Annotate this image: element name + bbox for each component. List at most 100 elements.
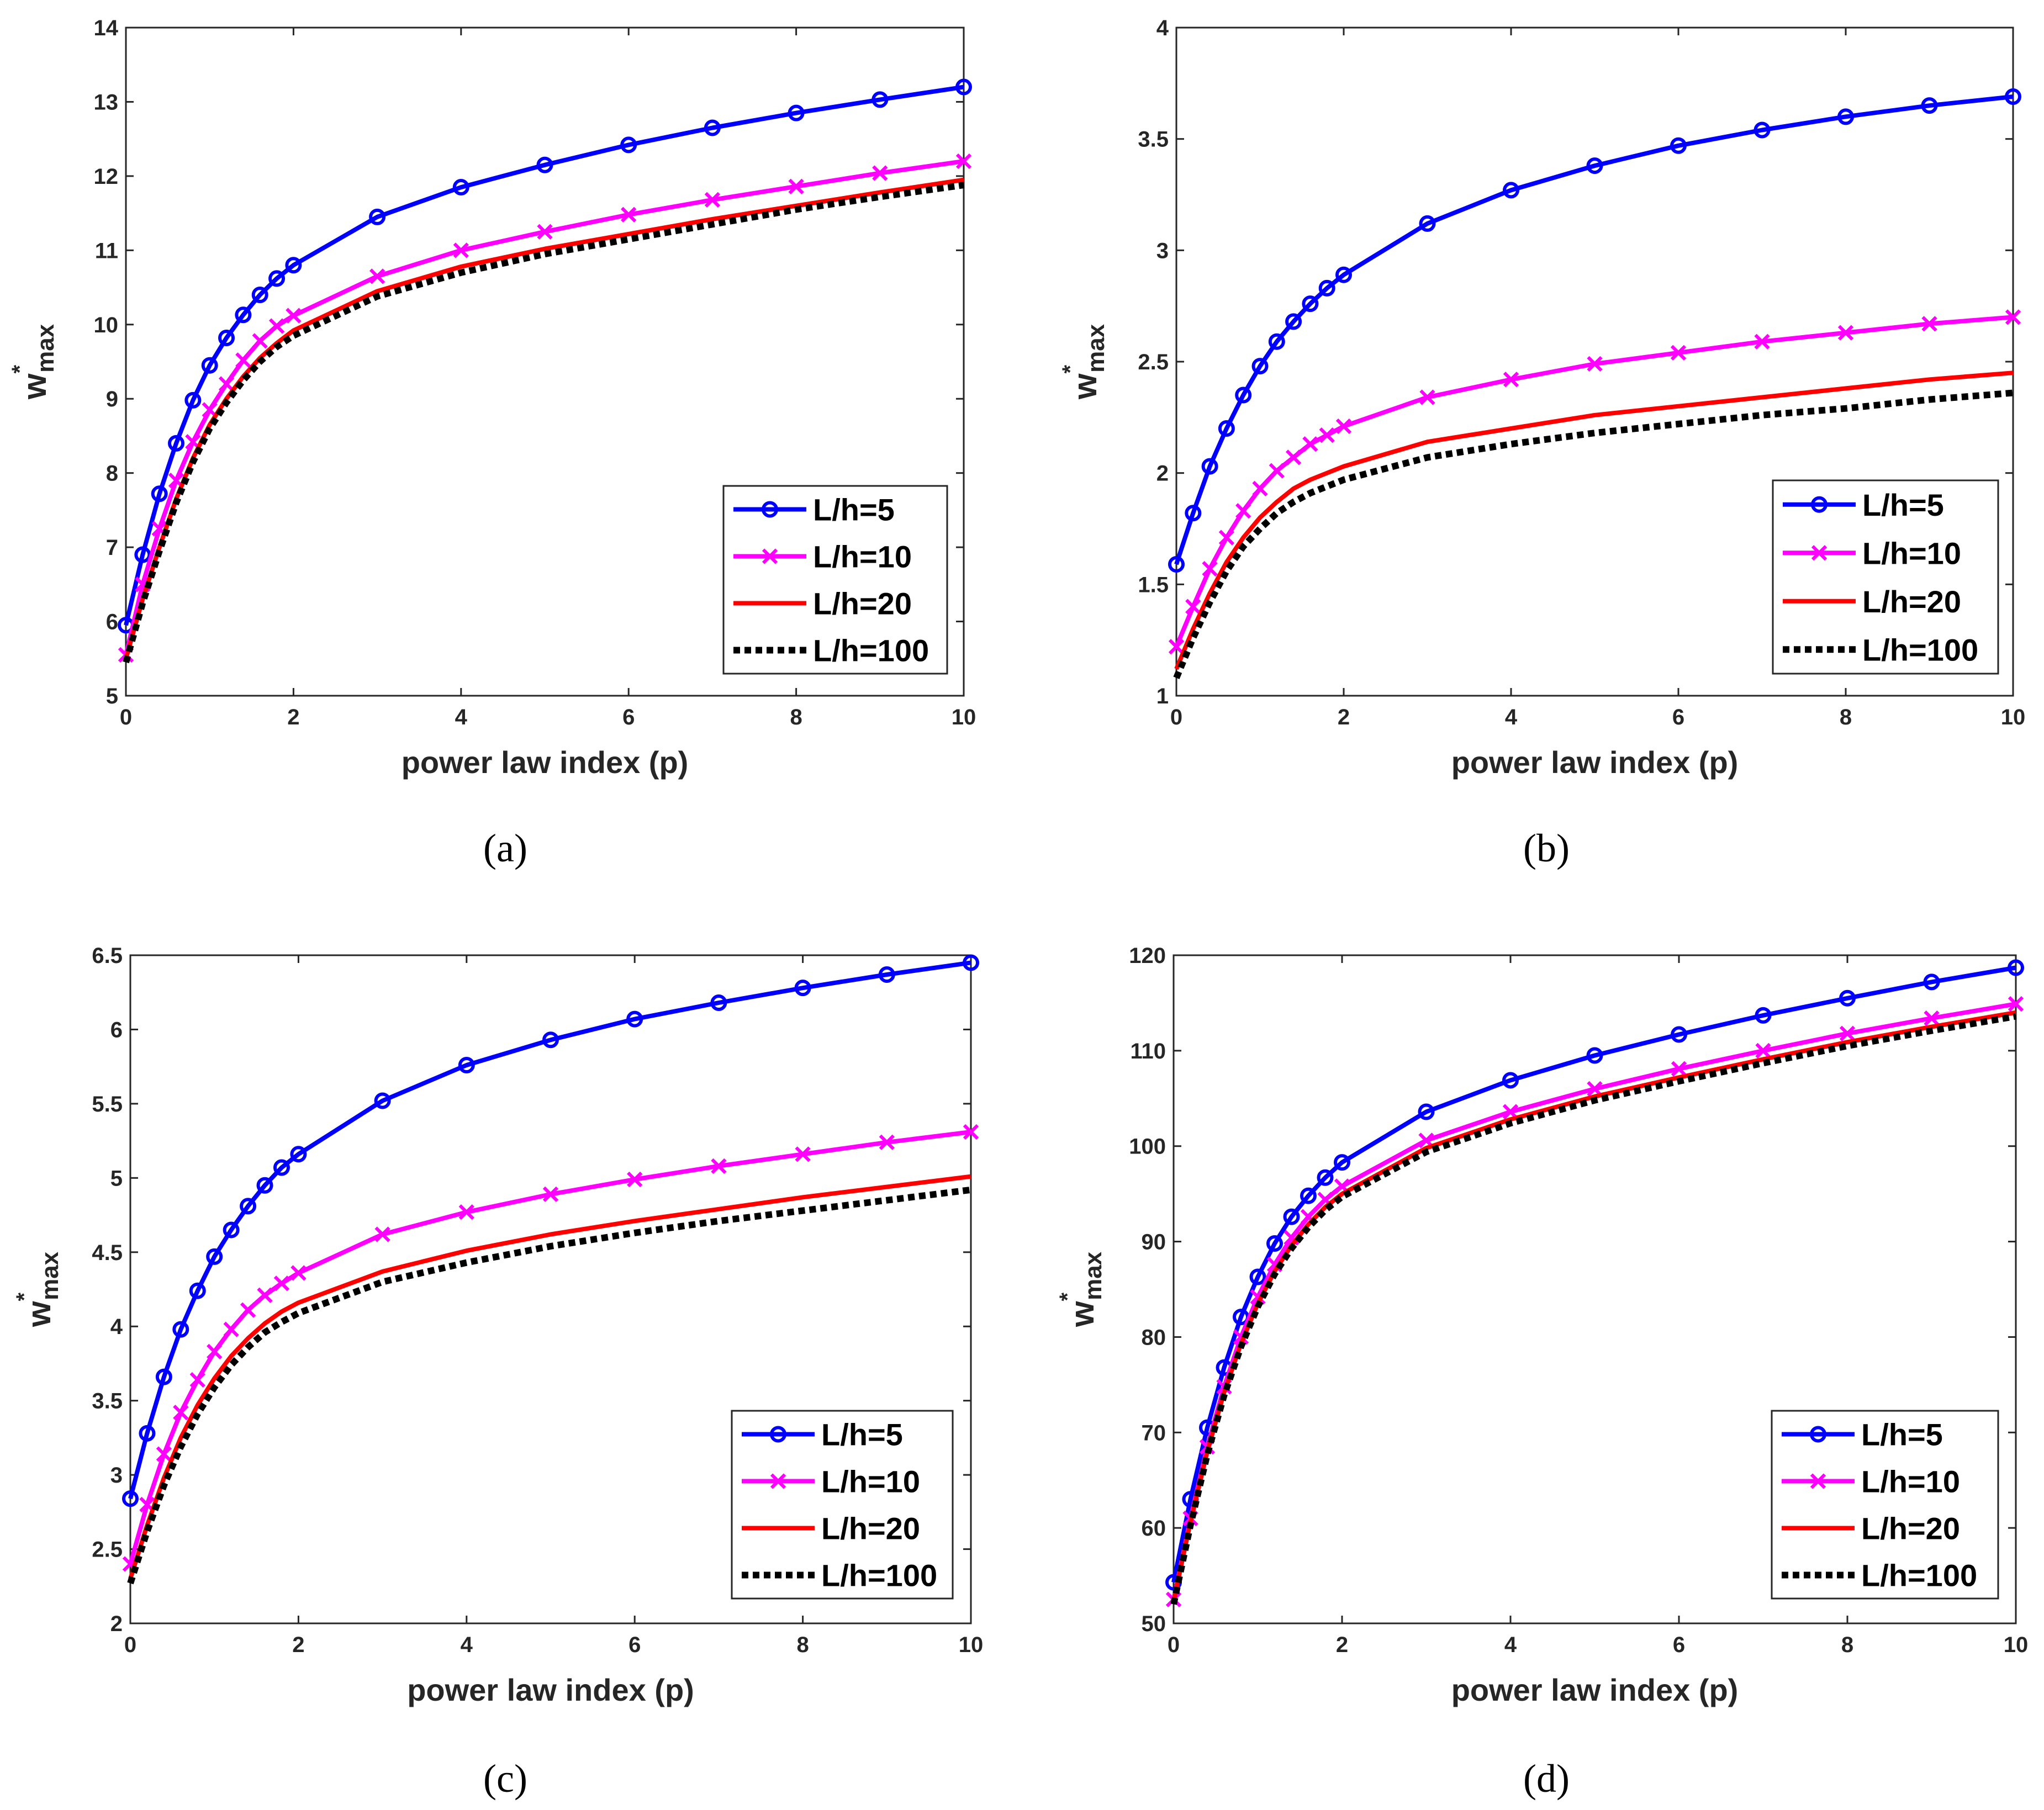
data-point [1266,1235,1283,1252]
y-tick-label: 120 [1129,944,1166,968]
y-tick-label: 2.5 [92,1538,123,1562]
y-tick-label: 110 [1130,1039,1166,1063]
x-tick-label: 4 [1505,705,1518,729]
y-axis-label: w*max [8,324,59,400]
legend-entry: L/h=20 [742,1511,920,1546]
x-tick-label: 6 [628,1633,641,1657]
data-point [1418,1103,1435,1120]
data-point [251,287,268,303]
legend-label: L/h=20 [1862,584,1961,619]
data-point [235,352,251,368]
x-tick-label: 0 [1170,705,1182,729]
data-point [452,179,469,196]
y-tick-label: 6 [106,610,118,634]
y-label-base: w [20,1301,57,1327]
data-point [1285,313,1302,330]
legend-label: L/h=100 [813,633,929,668]
data-point [1586,157,1603,174]
data-point [621,207,637,223]
legend-label: L/h=5 [1862,488,1944,522]
data-point [542,1031,559,1049]
x-tick-label: 10 [959,1633,984,1657]
data-point [1300,1187,1317,1204]
data-point [704,119,721,136]
data-point [172,1321,189,1338]
x-tick-label: 2 [292,1633,304,1657]
x-axis-label: power law index (p) [1451,1673,1739,1707]
legend-marker [762,501,778,518]
y-tick-label: 70 [1142,1421,1166,1445]
data-point [1185,505,1202,522]
data-point [1921,97,1938,114]
legend-marker [1811,496,1828,513]
y-label-base: w [16,373,53,400]
legend-entry: L/h=10 [742,1464,920,1499]
data-point [1754,334,1770,350]
data-point [290,1146,307,1163]
data-point [1419,215,1436,232]
data-point [1168,556,1185,573]
legend-box [1772,479,1999,675]
data-point [1921,316,1937,332]
data-point [542,1186,559,1203]
data-point [189,1372,205,1388]
panel-caption: (b) [1523,826,1570,870]
data-point [458,1056,475,1073]
y-tick-label: 4 [1156,16,1169,40]
y-tick-label: 3 [110,1463,123,1488]
data-point [184,391,202,409]
data-point [168,435,185,452]
data-point [139,1425,156,1442]
data-point [256,1177,273,1194]
y-tick-label: 50 [1142,1612,1166,1636]
data-point [1586,1047,1603,1064]
chart-panel-d: 0 2 4 6 8 10 50 60 70 80 90 100 110 120 power law inde… [1055,944,2028,1707]
legend: L/h=5 L/h=10 L/h=20 L/h=100 [722,485,948,675]
y-tick-label: 80 [1142,1325,1166,1349]
y-axis-label-text: w*max [1058,324,1110,400]
legend-entry: L/h=5 [733,493,895,527]
legend-label: L/h=10 [1861,1464,1960,1499]
data-point [704,192,721,208]
data-point [1670,345,1687,361]
data-point [1202,560,1218,577]
data-point [223,1221,240,1239]
x-tick-label: 2 [1338,705,1350,729]
data-point [1671,1026,1687,1043]
legend-box [1771,1410,1999,1600]
y-tick-label: 1.5 [1138,573,1169,597]
legend-entry: L/h=10 [733,539,912,574]
data-point [794,980,811,997]
data-point [1671,1061,1687,1077]
legend-label: L/h=100 [1861,1558,1977,1593]
legend-label: L/h=20 [813,586,912,621]
data-point [711,1158,727,1174]
data-point [286,308,302,324]
y-tick-label: 3 [1156,239,1169,263]
y-tick-label: 4 [110,1315,123,1339]
legend-entry: L/h=20 [1782,1511,1960,1546]
series-l-h-20 [128,1174,971,1580]
data-point [955,78,972,96]
chart-panel-a: 0 2 4 6 8 10 5 6 7 8 9 10 11 12 13 14 power law index (p… [8,16,976,780]
data-point [453,242,469,258]
data-point [1419,389,1435,405]
data-point [369,208,386,225]
data-point [872,165,888,181]
x-tick-label: 6 [1673,1633,1685,1657]
data-point [626,1010,643,1028]
y-tick-label: 10 [94,313,119,337]
series-l-h-10 [1168,309,2021,655]
data-point [710,994,727,1012]
y-axis-label-text: w*max [8,324,59,400]
data-point [1249,1268,1266,1285]
y-label-sup: * [8,364,32,373]
data-point [218,329,235,346]
data-point [795,1146,811,1162]
data-point [1318,279,1335,297]
legend-entry: L/h=100 [1782,1558,1977,1593]
data-point [963,954,979,971]
data-point [1587,356,1603,372]
data-point [1302,436,1318,452]
